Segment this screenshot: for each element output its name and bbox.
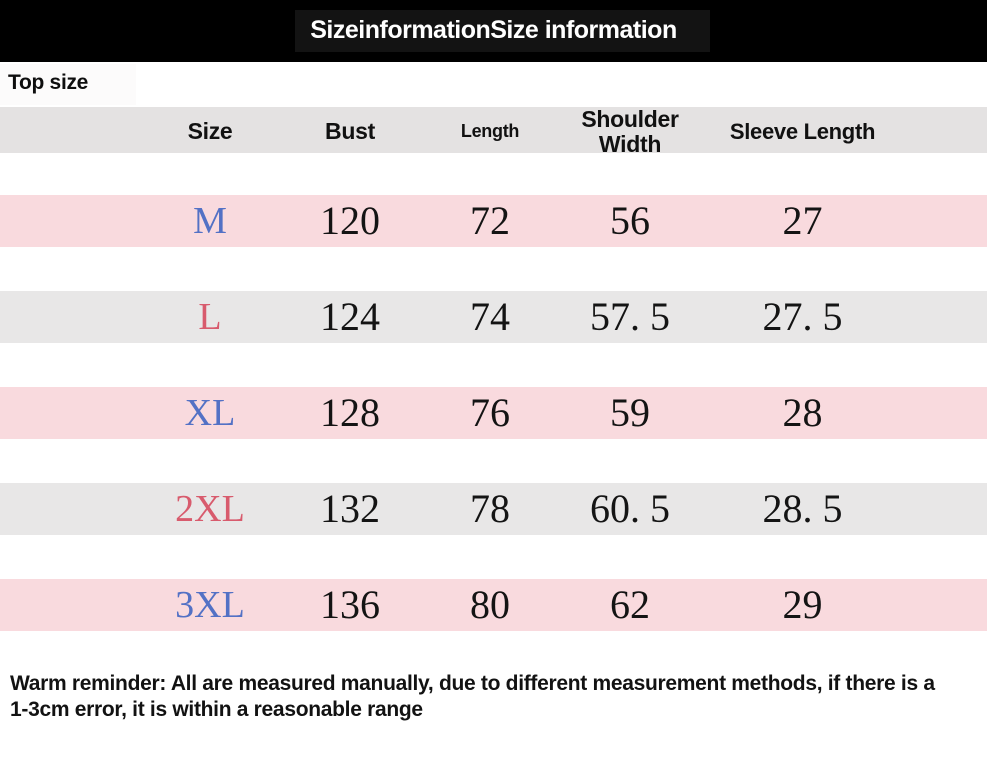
- cell-size: 2XL: [175, 488, 245, 530]
- cell-sleeve-length: 27. 5: [762, 294, 843, 339]
- section-label: Top size: [8, 71, 89, 94]
- cell-length: 72: [470, 198, 510, 243]
- table-row: XL 128 76 59 28: [0, 387, 987, 439]
- cell-bust: 124: [320, 294, 380, 339]
- table-row: 2XL 132 78 60. 5 28. 5: [0, 483, 987, 535]
- cell-sleeve-length: 27: [782, 198, 823, 243]
- table-row: M 120 72 56 27: [0, 195, 987, 247]
- cell-shoulder-width: 60. 5: [590, 486, 670, 531]
- column-header-size: Size: [187, 118, 233, 145]
- title-bar: SizeinformationSize information: [0, 0, 987, 62]
- cell-length: 74: [470, 294, 510, 339]
- cell-bust: 136: [320, 582, 380, 627]
- cell-shoulder-width: 59: [610, 390, 650, 435]
- cell-length: 76: [470, 390, 510, 435]
- title-background-plate: [295, 10, 710, 52]
- table-row: 3XL 136 80 62 29: [0, 579, 987, 631]
- cell-bust: 120: [320, 198, 380, 243]
- column-header-bust: Bust: [325, 118, 375, 145]
- warm-reminder-note: Warm reminder: All are measured manually…: [10, 672, 935, 721]
- page-title: SizeinformationSize information: [310, 16, 677, 44]
- section-label-box: [0, 64, 136, 105]
- table-row: L 124 74 57. 5 27. 5: [0, 291, 987, 343]
- cell-length: 78: [470, 486, 510, 531]
- table-gap: [0, 153, 987, 195]
- cell-shoulder-width: 62: [610, 582, 650, 627]
- table-header-row: Size Bust Length Shoulder Width Sleeve L…: [0, 107, 987, 156]
- section-label-band: Top size: [0, 62, 987, 107]
- cell-shoulder-width: 57. 5: [590, 294, 670, 339]
- column-header-shoulder-width: Shoulder Width: [581, 106, 679, 157]
- cell-size: M: [193, 200, 227, 242]
- column-header-sleeve-length: Sleeve Length: [729, 118, 876, 144]
- size-table: Size Bust Length Shoulder Width Sleeve L…: [0, 107, 987, 631]
- cell-bust: 128: [320, 390, 380, 435]
- cell-bust: 132: [320, 486, 380, 531]
- cell-size: 3XL: [175, 584, 245, 626]
- cell-sleeve-length: 28. 5: [762, 486, 843, 531]
- cell-sleeve-length: 28: [782, 390, 823, 435]
- cell-shoulder-width: 56: [610, 198, 650, 243]
- cell-sleeve-length: 29: [782, 582, 823, 627]
- cell-length: 80: [470, 582, 510, 627]
- cell-size: XL: [184, 392, 236, 434]
- column-header-length: Length: [460, 121, 520, 142]
- cell-size: L: [198, 296, 222, 338]
